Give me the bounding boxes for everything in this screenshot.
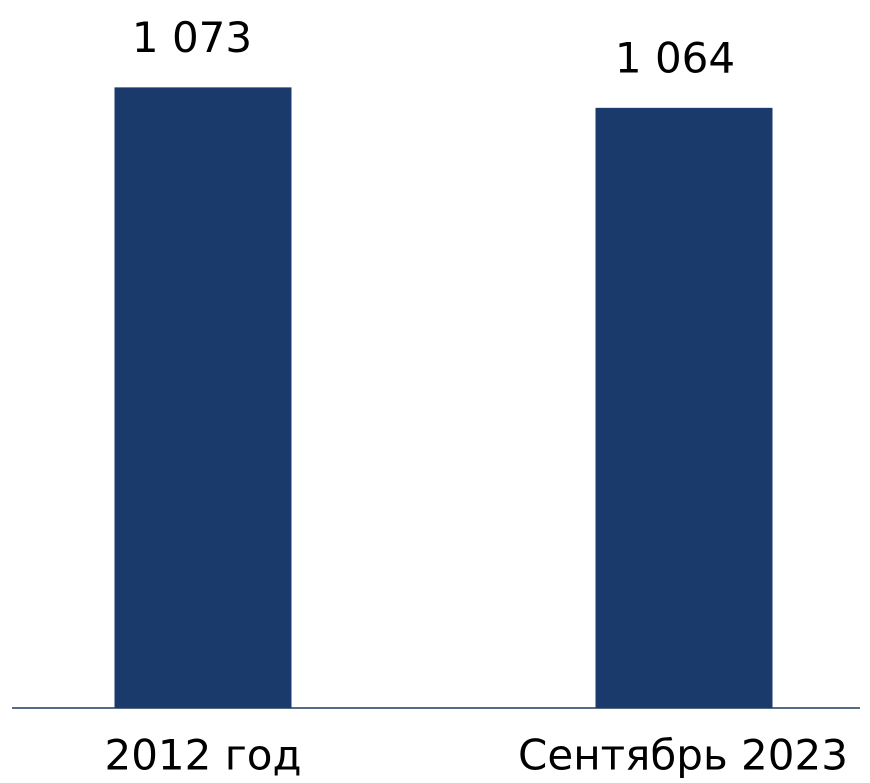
bar xyxy=(114,87,292,708)
x-tick-label: 2012 год xyxy=(104,731,301,780)
value-label: 1 073 xyxy=(132,13,252,62)
value-label: 1 064 xyxy=(615,33,735,82)
bar xyxy=(595,107,773,709)
x-tick-label: Сентябрь 2023 xyxy=(518,731,848,780)
